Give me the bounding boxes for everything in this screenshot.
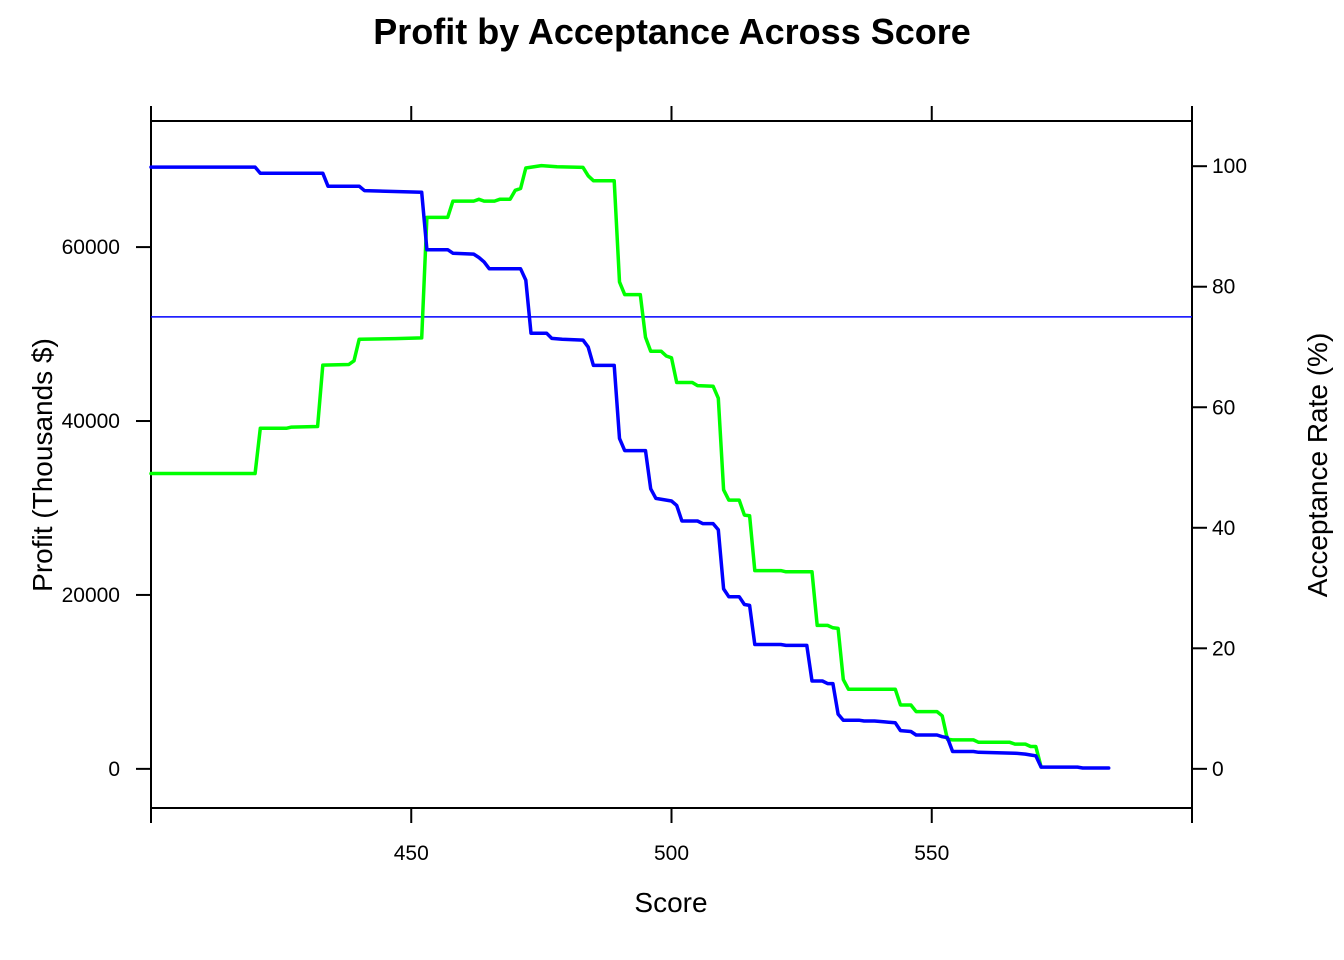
y-axis-title-left: Profit (Thousands $) xyxy=(27,338,58,592)
y-tick-label-right: 40 xyxy=(1212,517,1235,540)
chart-title: Profit by Acceptance Across Score xyxy=(373,11,971,52)
y-tick-label-right: 20 xyxy=(1212,637,1235,660)
series-layer xyxy=(149,163,1111,770)
y-tick-label-right: 60 xyxy=(1212,396,1235,419)
acceptance-rate-line xyxy=(149,163,1043,769)
y-tick-label-left: 20000 xyxy=(62,584,120,607)
y-axis-title-right: Acceptance Rate (%) xyxy=(1302,333,1333,598)
y-tick-label-right: 0 xyxy=(1212,758,1224,781)
x-tick-label: 450 xyxy=(394,842,429,865)
profit-line xyxy=(149,165,1111,770)
y-tick-label-left: 40000 xyxy=(62,410,120,433)
x-tick-label: 500 xyxy=(654,842,689,865)
y-tick-label-right: 80 xyxy=(1212,276,1235,299)
axis-ticks xyxy=(136,106,1207,823)
axis-tick-labels: 450 500 550 0 20000 40000 60000 0 20 40 60 80 100 xyxy=(62,155,1247,865)
y-tick-label-right: 100 xyxy=(1212,155,1247,178)
y-tick-label-left: 60000 xyxy=(62,236,120,259)
y-tick-label-left: 0 xyxy=(108,758,120,781)
x-axis-title: Score xyxy=(634,887,707,918)
x-tick-label: 550 xyxy=(914,842,949,865)
plot-frame xyxy=(150,120,1193,809)
